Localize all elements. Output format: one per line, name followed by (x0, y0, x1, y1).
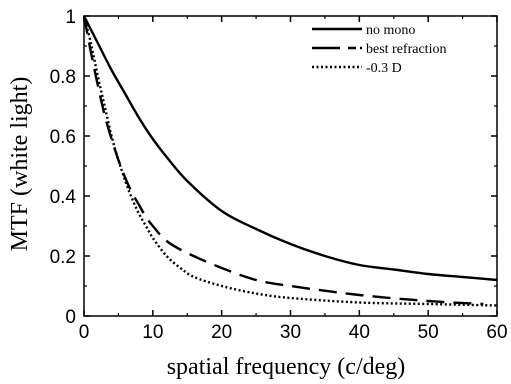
y-axis-label: MTF (white light) (7, 77, 33, 252)
legend: no mono best refraction -0.3 D (312, 23, 446, 76)
x-tick-label: 20 (211, 322, 232, 343)
y-tick-label: 0 (65, 307, 76, 328)
legend-entry-0: no mono (366, 23, 415, 38)
y-tick-label: 1 (65, 7, 76, 28)
y-tick-label: 0.8 (50, 67, 76, 88)
x-tick-label: 10 (142, 322, 163, 343)
x-tick-label: 0 (79, 322, 90, 343)
series-line-0 (82, 15, 498, 282)
legend-entry-1: best refraction (366, 42, 446, 57)
plot-frame (83, 15, 498, 317)
y-tick-label: 0.2 (50, 247, 76, 268)
axes (83, 15, 498, 317)
legend-entry-2: -0.3 D (366, 61, 402, 76)
y-tick-label: 0.6 (50, 127, 76, 148)
ticks: 0 10 20 30 40 50 60 0 0.2 0.4 0.6 0.8 1 (50, 7, 508, 343)
x-tick-label: 30 (280, 322, 301, 343)
x-tick-label: 50 (418, 322, 439, 343)
y-tick-label: 0.4 (50, 187, 77, 208)
x-tick-label: 60 (486, 322, 507, 343)
x-axis-label: spatial frequency (c/deg) (167, 354, 406, 380)
x-tick-label: 40 (349, 322, 370, 343)
series-lines (82, 15, 498, 307)
series-line-2 (82, 15, 498, 307)
series-line-1 (82, 15, 484, 306)
